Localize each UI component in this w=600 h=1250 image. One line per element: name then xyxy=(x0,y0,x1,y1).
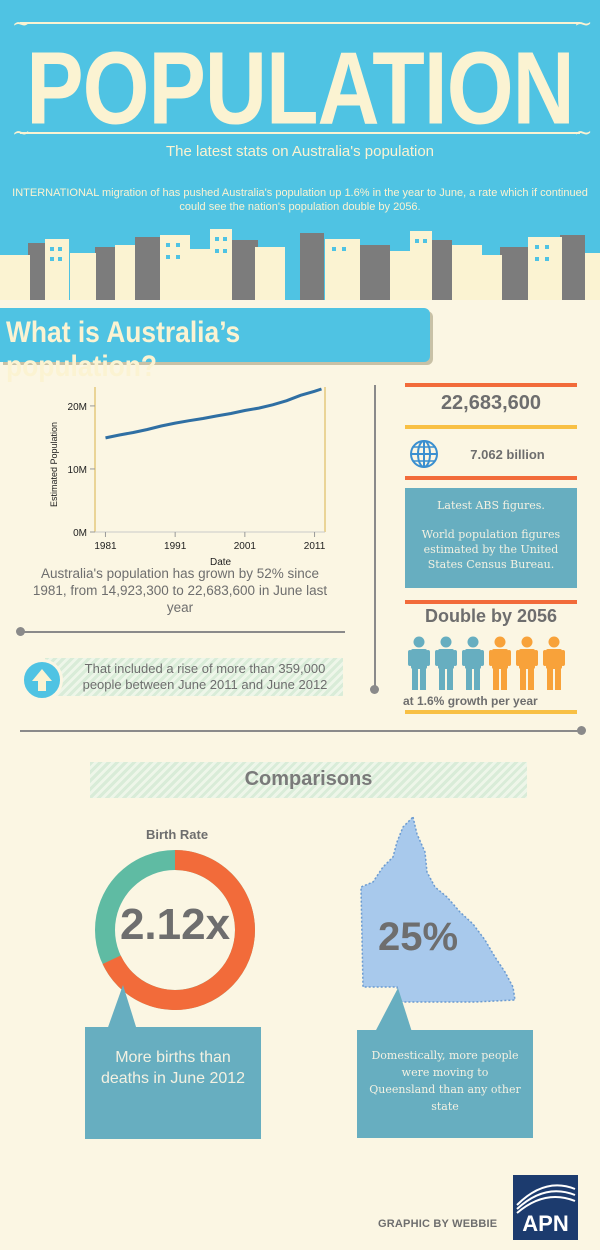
population-figure: 22,683,600 xyxy=(440,392,542,414)
up-arrow-icon xyxy=(21,659,63,701)
logo-swoosh-icon xyxy=(516,1184,576,1214)
y-tick-label: 20M xyxy=(68,402,87,413)
source-note-abs: Latest ABS figures. xyxy=(437,499,545,512)
queensland-map-icon xyxy=(360,815,516,1003)
apn-logo: APN xyxy=(513,1175,578,1240)
queensland-percent: 25% xyxy=(378,915,459,959)
chart-caption: Australia's population has grown by 52% … xyxy=(32,566,328,615)
birth-rate-label: Birth Rate xyxy=(145,827,209,842)
x-tick-label: 1981 xyxy=(94,541,117,552)
callout-pointer xyxy=(375,988,412,1032)
flourish-icon: ~ xyxy=(574,12,593,37)
people-icons xyxy=(408,636,565,690)
source-note-census: World population figures estimated by th… xyxy=(421,528,561,571)
divider-dot xyxy=(370,685,379,694)
queensland-callout: Domestically, more people were moving to… xyxy=(357,1030,533,1138)
person-icon xyxy=(435,636,457,690)
intro-text: INTERNATIONAL migration of has pushed Au… xyxy=(12,187,588,213)
accent-bar xyxy=(405,476,577,480)
header-top-rule xyxy=(20,22,580,24)
section-divider xyxy=(20,730,582,732)
population-series-line xyxy=(105,387,322,440)
flourish-icon: ~ xyxy=(574,121,593,146)
person-icon xyxy=(489,636,511,690)
vertical-divider xyxy=(374,385,376,690)
accent-bar xyxy=(405,710,577,714)
comparisons-title: Comparisons xyxy=(244,768,373,790)
callout-pointer xyxy=(107,985,137,1030)
person-icon xyxy=(408,636,430,690)
births-text: More births than deaths in June 2012 xyxy=(100,1049,246,1087)
accent-bar xyxy=(405,383,577,387)
flourish-icon: ~ xyxy=(12,121,31,146)
source-note-box: Latest ABS figures. World population fig… xyxy=(405,488,577,588)
donut-births-arc xyxy=(102,850,255,1010)
y-tick-label: 10M xyxy=(68,465,87,476)
birth-rate-donut-chart xyxy=(95,850,255,1010)
comparisons-banner: Comparisons xyxy=(90,762,527,798)
x-tick-label: 2011 xyxy=(304,541,326,552)
person-icon xyxy=(462,636,484,690)
person-icon xyxy=(543,636,565,690)
page-subtitle: The latest stats on Australia's populati… xyxy=(165,143,435,160)
section-title: What is Australia’s population? xyxy=(6,316,241,383)
city-skyline-icon xyxy=(0,229,600,300)
apn-logo-text: APN xyxy=(522,1211,569,1236)
accent-bar xyxy=(405,425,577,429)
page-title: POPULATION xyxy=(26,31,574,147)
y-axis-label: Estimated Population xyxy=(49,422,59,507)
x-axis-label: Date xyxy=(210,557,232,567)
chart-plot-area xyxy=(95,387,325,532)
population-line-chart: 0M 10M 20M 1981 1991 2001 2011 Date Estimated… xyxy=(49,387,326,567)
divider-dot xyxy=(577,726,586,735)
graphic-credit: GRAPHIC BY WEBBIE xyxy=(378,1218,498,1230)
person-icon xyxy=(516,636,538,690)
birth-rate-value: 2.12x xyxy=(119,900,231,949)
accent-bar xyxy=(405,600,577,604)
double-by-heading: Double by 2056 xyxy=(424,606,558,626)
world-population-figure: 7.062 billion xyxy=(470,447,545,462)
header-rule xyxy=(20,132,580,134)
section-title-tab: What is Australia’s population? xyxy=(0,308,430,383)
rise-callout: That included a rise of more than 359,00… xyxy=(45,658,343,696)
divider xyxy=(20,631,345,633)
births-callout: More births than deaths in June 2012 xyxy=(85,1027,261,1139)
rise-text: That included a rise of more than 359,00… xyxy=(82,661,328,692)
flourish-icon: ~ xyxy=(12,12,31,37)
globe-icon xyxy=(410,440,438,468)
divider-dot xyxy=(16,627,25,636)
y-tick-label: 0M xyxy=(73,528,87,539)
queensland-text: Domestically, more people were moving to… xyxy=(369,1049,521,1113)
header-banner: ~ ~ POPULATION ~ ~ The latest stats on A… xyxy=(0,0,600,300)
x-tick-label: 2001 xyxy=(234,541,257,552)
x-tick-label: 1991 xyxy=(164,541,187,552)
growth-rate-text: at 1.6% growth per year xyxy=(403,694,538,708)
